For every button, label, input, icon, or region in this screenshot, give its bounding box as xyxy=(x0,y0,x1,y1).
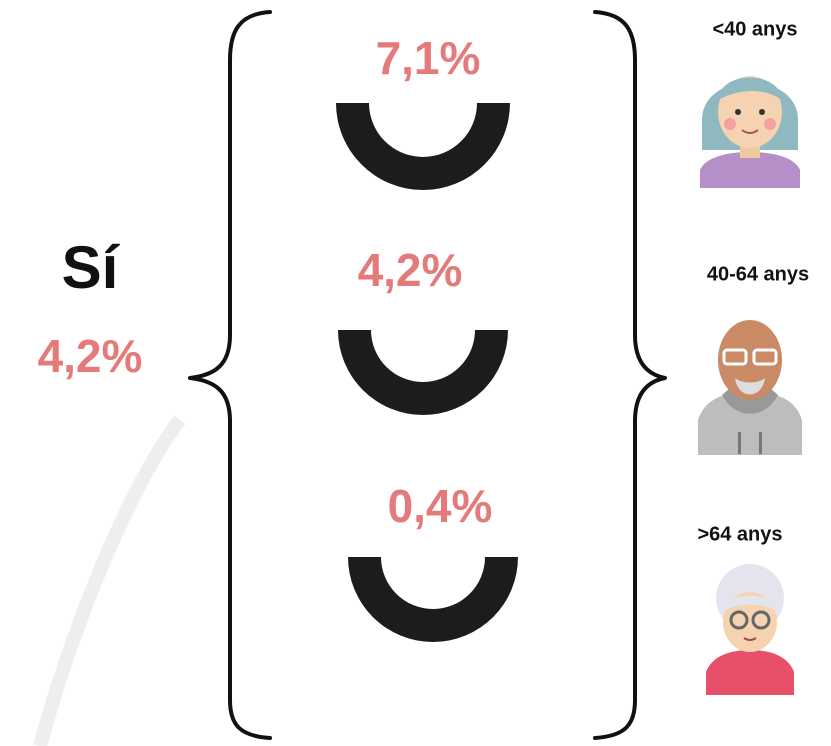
arc xyxy=(338,330,508,415)
left-brace xyxy=(188,10,272,740)
group-value: 0,4% xyxy=(388,480,493,532)
middle-aged-man-icon xyxy=(698,320,802,455)
arc xyxy=(336,103,510,190)
group-value: 4,2% xyxy=(358,244,463,296)
elderly-woman-icon xyxy=(706,564,794,695)
age-label: >64 anys xyxy=(697,523,782,545)
group-value: 7,1% xyxy=(376,32,481,84)
age-label: <40 anys xyxy=(712,18,797,40)
summary-label: Sí xyxy=(62,234,121,301)
right-brace xyxy=(593,10,667,740)
arc xyxy=(348,557,518,642)
age-label: 40-64 anys xyxy=(707,263,809,285)
summary-value: 4,2% xyxy=(38,330,143,382)
texture xyxy=(33,415,186,746)
young-woman-icon xyxy=(700,76,800,188)
